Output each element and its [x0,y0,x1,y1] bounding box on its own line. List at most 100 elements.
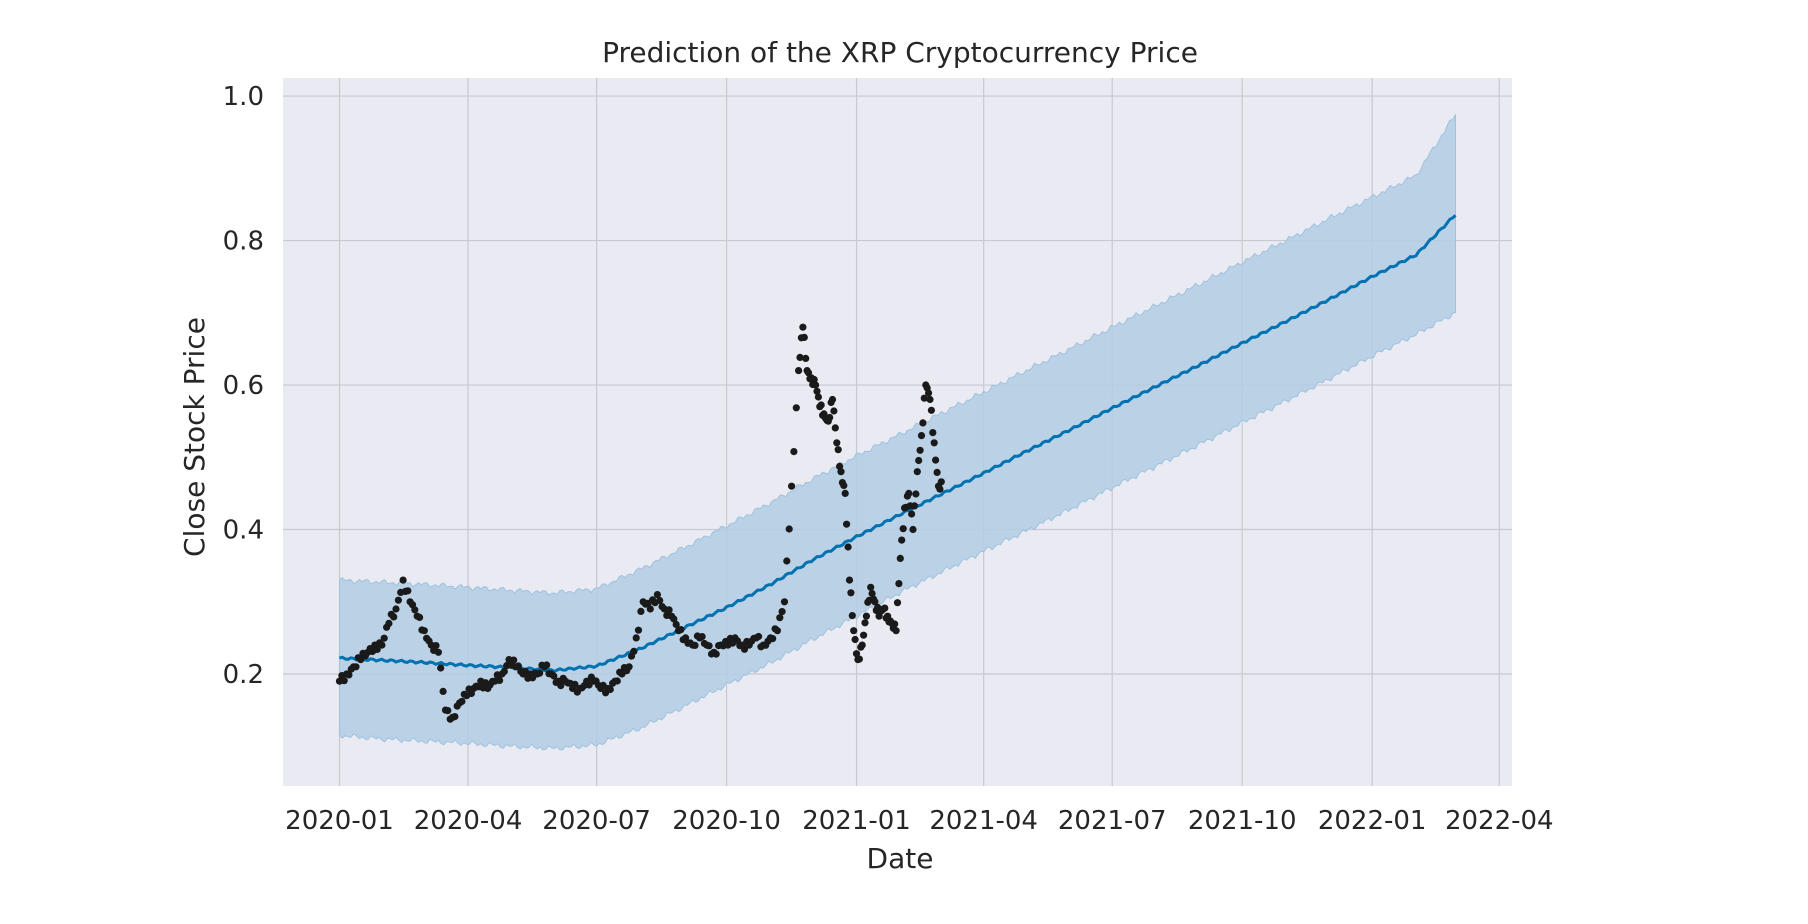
observed-point [378,641,386,649]
x-axis-ticks: 2020-01 2020-04 2020-07 2020-10 2021-01 2021-… [285,806,1553,836]
observed-point [536,669,544,677]
y-tick-label: 1.0 [223,82,264,112]
observed-point [932,456,940,464]
observed-point [826,413,834,422]
observed-point [916,446,924,454]
observed-point [930,439,938,447]
observed-point [891,620,899,628]
observed-point [925,389,933,397]
observed-point [373,645,381,654]
observed-point [510,656,518,664]
observed-point [672,620,680,629]
observed-point [831,424,839,432]
observed-point [841,489,849,497]
observed-point [926,395,934,404]
observed-point [394,596,402,604]
observed-point [691,641,699,650]
observed-point [785,525,793,533]
observed-point [919,419,927,427]
observed-point [802,354,810,362]
observed-point [851,635,859,644]
observed-point [896,554,904,563]
observed-point [613,677,621,685]
observed-point [790,448,798,456]
uncertainty-band [339,114,1456,751]
x-tick-label: 2021-04 [929,806,1038,836]
observed-point [855,655,864,663]
observed-point [606,685,614,694]
observed-point [345,671,353,679]
observed-point [813,387,821,395]
observed-point [514,662,523,670]
observed-point [543,661,551,669]
observed-point [847,589,855,597]
observed-point [860,631,868,639]
observed-point [390,613,398,621]
observed-point [830,407,838,415]
observed-point [451,713,459,721]
observed-point [698,633,706,641]
observed-point [571,680,579,688]
observed-point [740,645,749,653]
observed-point [496,676,504,685]
observed-point [892,627,900,635]
observed-point [881,604,889,612]
x-tick-label: 2020-01 [285,806,394,836]
x-tick-label: 2021-07 [1058,806,1167,836]
observed-point [437,664,445,672]
observed-point [399,576,407,584]
observed-point [432,642,440,650]
observed-point [411,606,419,614]
observed-point [917,432,926,440]
observed-point [868,589,876,598]
observed-point [861,619,869,627]
observed-point [776,614,784,622]
observed-point [852,650,861,658]
observed-point [908,510,916,518]
observed-point [898,536,906,544]
observed-point [800,333,808,341]
x-tick-label: 2020-10 [672,806,781,836]
observed-point [634,626,643,634]
observed-point [833,439,841,447]
observed-point [550,672,558,680]
observed-point [340,677,348,685]
observed-points-layer [335,323,945,723]
x-tick-label: 2020-04 [414,806,523,836]
observed-point [444,707,452,715]
y-tick-label: 0.8 [223,227,264,257]
y-axis-label: Close Stock Price [178,317,211,557]
y-tick-label: 0.2 [223,660,264,690]
x-axis-label: Date [867,842,934,875]
observed-point [912,490,920,498]
observed-point [862,612,871,620]
observed-point [670,615,678,623]
observed-point [843,520,851,528]
observed-point [871,598,879,606]
observed-point [905,489,913,497]
observed-point [637,607,645,616]
x-tick-label: 2021-10 [1188,806,1297,836]
observed-point [796,353,804,361]
observed-point [439,687,447,696]
observed-point [893,599,902,607]
observed-point [705,642,713,650]
observed-point [646,605,654,613]
observed-point [792,404,800,412]
observed-point [828,395,837,404]
observed-point [848,612,856,620]
observed-point [910,502,919,510]
observed-point [783,557,791,565]
observed-point [665,606,673,614]
observed-point [420,627,428,635]
observed-point [937,478,945,486]
observed-point [844,543,852,551]
observed-point [795,367,803,375]
observed-point [788,482,796,490]
observed-point [929,429,937,437]
y-axis-ticks: 0.2 0.4 0.6 0.8 1.0 [223,82,264,690]
observed-point [769,635,777,643]
observed-point [653,591,662,599]
observed-point [773,627,782,635]
